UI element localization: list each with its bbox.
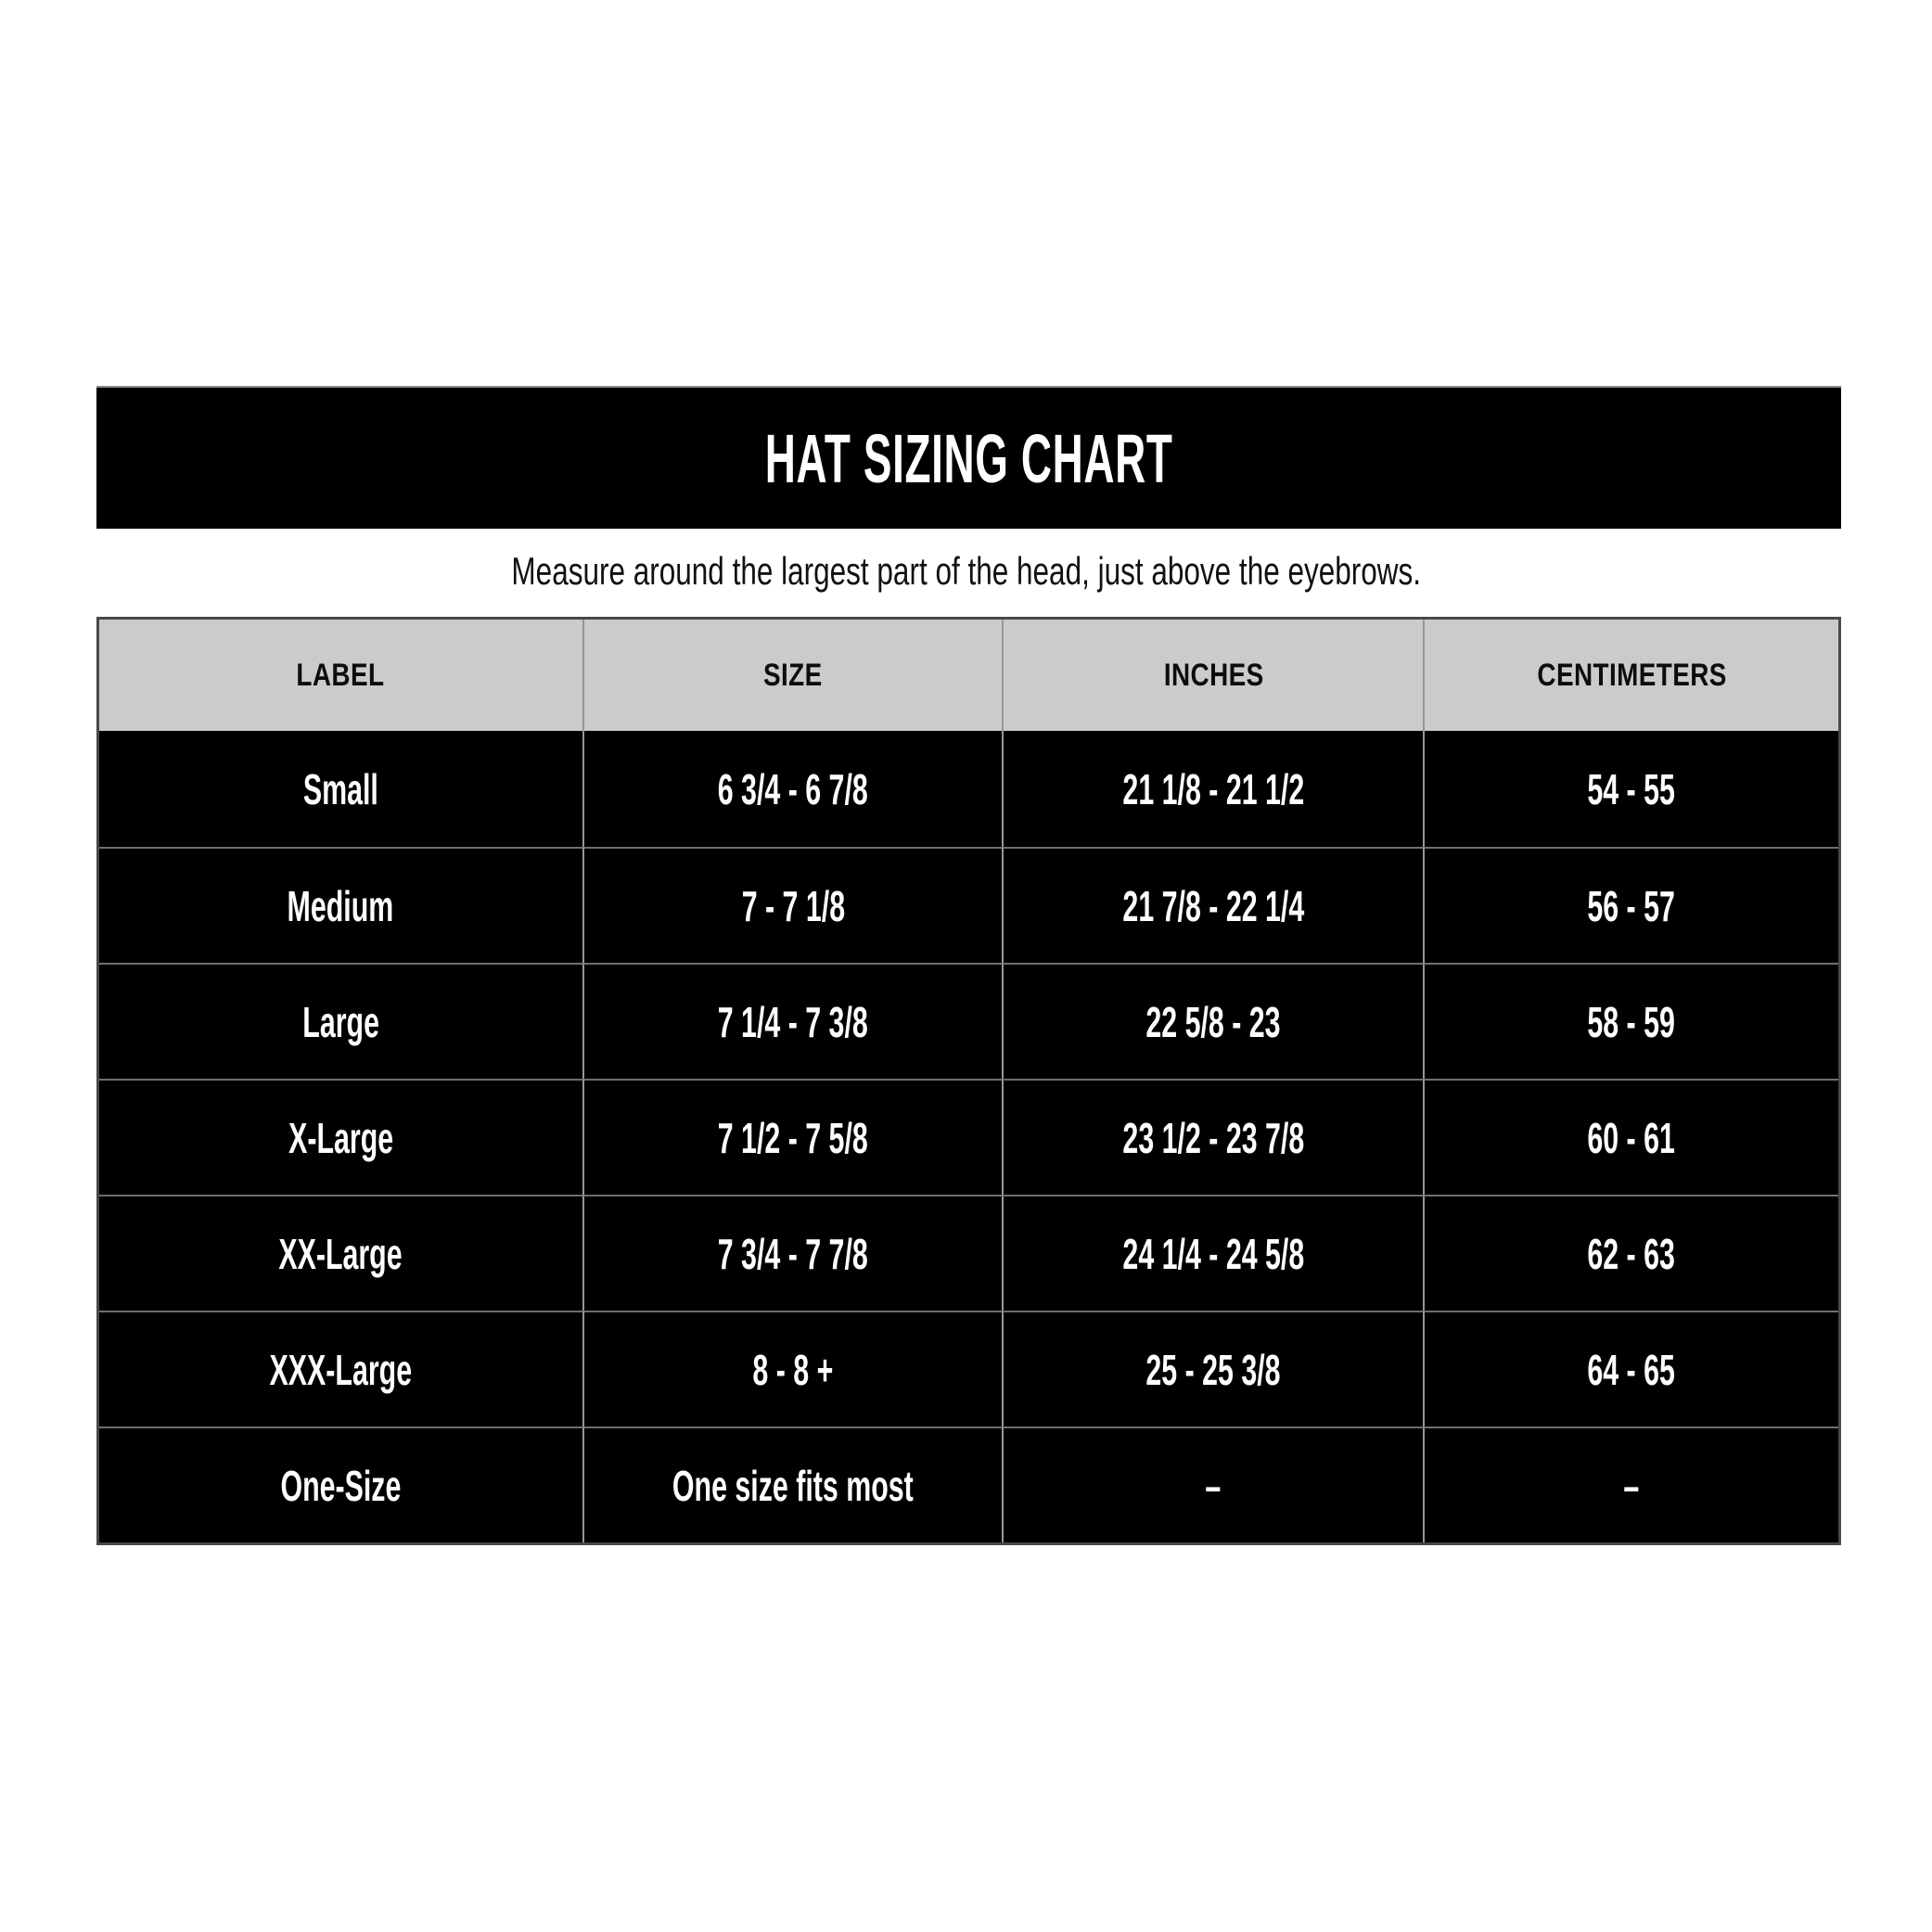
- table-cell: 62 - 63: [1423, 1195, 1838, 1311]
- table-cell: 60 - 61: [1423, 1079, 1838, 1195]
- column-header-inches-text: INCHES: [1163, 657, 1264, 693]
- table-cell: 64 - 65: [1423, 1311, 1838, 1427]
- table-cell-text: 54 - 55: [1587, 764, 1676, 813]
- table-cell: One size fits most: [582, 1427, 1003, 1542]
- table-cell: 25 - 25 3/8: [1002, 1311, 1424, 1427]
- table-cell: 21 1/8 - 21 1/2: [1002, 731, 1424, 847]
- table-cell-text: One size fits most: [672, 1461, 914, 1510]
- table-cell-text: XX-Large: [278, 1229, 403, 1278]
- table-cell-text: X-Large: [288, 1113, 393, 1162]
- table-cell-text: Large: [301, 997, 379, 1046]
- table-cell-text: 64 - 65: [1587, 1345, 1676, 1394]
- column-header-size-text: SIZE: [763, 657, 823, 693]
- table-cell: 21 7/8 - 22 1/4: [1002, 847, 1424, 963]
- table-cell: 8 - 8 +: [582, 1311, 1003, 1427]
- table-cell: X-Large: [99, 1079, 582, 1195]
- table-cell-text: 24 1/4 - 24 5/8: [1122, 1229, 1305, 1278]
- table-cell-text: 56 - 57: [1587, 881, 1676, 930]
- table-cell: 22 5/8 - 23: [1002, 963, 1424, 1079]
- table-cell: Medium: [99, 847, 582, 963]
- page-title: HAT SIZING CHART: [764, 419, 1173, 497]
- column-header-centimeters: CENTIMETERS: [1423, 620, 1838, 731]
- table-cell-text: 25 - 25 3/8: [1145, 1345, 1281, 1394]
- table-cell: 7 1/4 - 7 3/8: [582, 963, 1003, 1079]
- table-cell: 7 1/2 - 7 5/8: [582, 1079, 1003, 1195]
- column-header-label-text: LABEL: [296, 657, 385, 693]
- table-cell-text: –: [1623, 1461, 1640, 1510]
- table-cell: XX-Large: [99, 1195, 582, 1311]
- table-cell-text: –: [1205, 1461, 1222, 1510]
- column-header-centimeters-text: CENTIMETERS: [1536, 657, 1727, 693]
- column-header-inches: INCHES: [1002, 620, 1424, 731]
- table-cell: 54 - 55: [1423, 731, 1838, 847]
- column-header-label: LABEL: [99, 620, 582, 731]
- table-cell: 7 3/4 - 7 7/8: [582, 1195, 1003, 1311]
- table-cell-text: 7 1/4 - 7 3/8: [717, 997, 869, 1046]
- table-cell-text: 6 3/4 - 6 7/8: [717, 764, 869, 813]
- table-cell-text: Medium: [287, 881, 394, 930]
- table-cell-text: 8 - 8 +: [752, 1345, 834, 1394]
- table-cell: 23 1/2 - 23 7/8: [1002, 1079, 1424, 1195]
- table-cell-text: One-Size: [280, 1461, 402, 1510]
- measure-instructions: Measure around the largest part of the h…: [0, 547, 1932, 595]
- table-cell: 7 - 7 1/8: [582, 847, 1003, 963]
- table-cell: 56 - 57: [1423, 847, 1838, 963]
- table-cell: Small: [99, 731, 582, 847]
- table-cell-text: XXX-Large: [269, 1345, 413, 1394]
- table-cell: –: [1002, 1427, 1424, 1542]
- title-banner: HAT SIZING CHART: [96, 386, 1841, 529]
- table-cell-text: 60 - 61: [1587, 1113, 1676, 1162]
- table-cell: XXX-Large: [99, 1311, 582, 1427]
- table-cell-text: 7 3/4 - 7 7/8: [717, 1229, 869, 1278]
- table-cell: 6 3/4 - 6 7/8: [582, 731, 1003, 847]
- table-cell: One-Size: [99, 1427, 582, 1542]
- table-cell-text: 7 1/2 - 7 5/8: [717, 1113, 869, 1162]
- table-cell: –: [1423, 1427, 1838, 1542]
- table-cell: Large: [99, 963, 582, 1079]
- table-cell-text: 21 7/8 - 22 1/4: [1122, 881, 1305, 930]
- table-cell-text: Small: [302, 764, 378, 813]
- sizing-table: LABEL SIZE INCHES CENTIMETERS Small 6 3/4…: [96, 617, 1841, 1545]
- column-header-size: SIZE: [582, 620, 1003, 731]
- table-cell: 58 - 59: [1423, 963, 1838, 1079]
- table-cell-text: 7 - 7 1/8: [741, 881, 845, 930]
- measure-instructions-text: Measure around the largest part of the h…: [511, 549, 1421, 593]
- table-cell-text: 58 - 59: [1587, 997, 1676, 1046]
- table-cell: 24 1/4 - 24 5/8: [1002, 1195, 1424, 1311]
- table-cell-text: 22 5/8 - 23: [1145, 997, 1281, 1046]
- table-cell-text: 62 - 63: [1587, 1229, 1676, 1278]
- table-cell-text: 23 1/2 - 23 7/8: [1122, 1113, 1305, 1162]
- table-cell-text: 21 1/8 - 21 1/2: [1122, 764, 1305, 813]
